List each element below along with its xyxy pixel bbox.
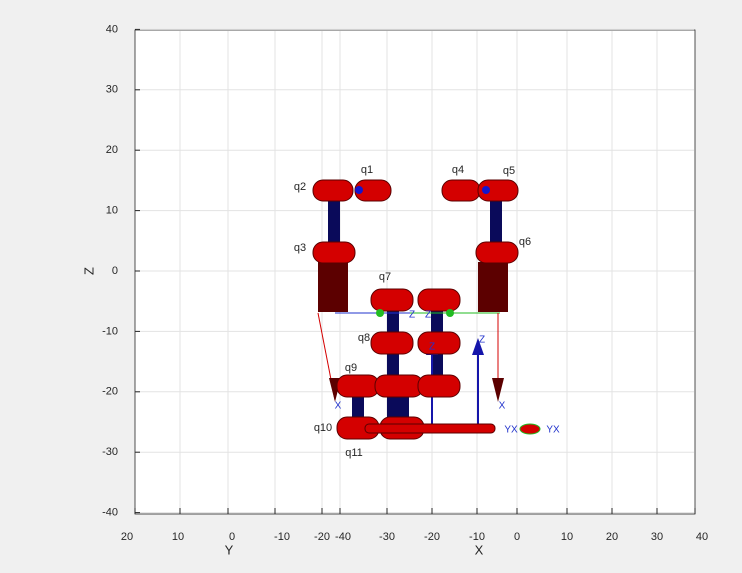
joint-label: q3: [294, 242, 306, 254]
joint-label: q9: [345, 362, 357, 374]
link: [478, 262, 508, 312]
joint-cylinder: [418, 375, 460, 397]
bottom-tick-label: 30: [651, 531, 663, 543]
joint-label: q1: [361, 164, 373, 176]
frame-label: YX: [504, 425, 518, 436]
joint-label: q4: [452, 164, 464, 176]
joint-label: q5: [503, 165, 515, 177]
end-effector: [520, 424, 540, 434]
joint-cylinder: [442, 180, 480, 201]
figure: 40 30 20 10 0 -10 -20 -30 -40 Z 20 10 0 -10 -20 -40 -30 -…: [0, 0, 742, 573]
z-tick-label: 10: [106, 205, 118, 217]
x-axis-label: X: [475, 542, 484, 557]
frame-label: Z: [429, 342, 435, 353]
bottom-tick-label: -10: [469, 531, 485, 543]
z-tick-label: -10: [102, 325, 118, 337]
y-axis-label: Y: [225, 542, 234, 557]
joint-label: q6: [519, 236, 531, 248]
bottom-tick-label: 0: [514, 531, 520, 543]
z-tick-label: -40: [102, 507, 118, 519]
bottom-tick-label: 0: [229, 531, 235, 543]
frame-label: YX: [546, 425, 560, 436]
bottom-tick-label: -30: [379, 531, 395, 543]
frame-label: X: [335, 401, 342, 412]
joint-cylinder: [418, 332, 460, 354]
frame-label: Z: [425, 310, 431, 321]
joint-cylinder: [337, 375, 379, 397]
bottom-tick-label: 10: [561, 531, 573, 543]
bottom-tick-label: -20: [314, 531, 330, 543]
link: [318, 262, 348, 312]
z-tick-label: 40: [106, 23, 118, 35]
joint-cylinder: [371, 289, 413, 311]
z-tick-label: -20: [102, 386, 118, 398]
bottom-tick-label: -10: [274, 531, 290, 543]
joint-label: q11: [345, 447, 363, 459]
frame-label: Z: [479, 335, 485, 346]
z-tick-label: 30: [106, 84, 118, 96]
z-tick-label: 20: [106, 144, 118, 156]
joint-cylinder: [313, 242, 355, 263]
link: [490, 200, 502, 242]
bottom-tick-label: 40: [696, 531, 708, 543]
bottom-tick-label: -40: [335, 531, 351, 543]
joint-point: [355, 186, 363, 194]
joint-cylinder: [365, 424, 495, 433]
joint-label: q2: [294, 181, 306, 193]
z-tick-label: -30: [102, 446, 118, 458]
joint-cylinder: [313, 180, 353, 201]
z-tick-label: 0: [112, 265, 118, 277]
joint-point: [376, 309, 384, 317]
link: [328, 200, 340, 242]
bottom-tick-label: 20: [121, 531, 133, 543]
joint-label: q7: [379, 271, 391, 283]
bottom-tick-label: -20: [424, 531, 440, 543]
joint-point: [446, 309, 454, 317]
joint-point: [482, 186, 490, 194]
z-axis-label: Z: [81, 267, 96, 275]
joint-label: q10: [314, 422, 332, 434]
joint-cylinder: [371, 332, 413, 354]
frame-label: X: [499, 401, 506, 412]
bottom-tick-label: 10: [172, 531, 184, 543]
joint-cylinder: [476, 242, 518, 263]
axes-box: [135, 30, 695, 514]
frame-label: Z: [409, 310, 415, 321]
joint-cylinder: [418, 289, 460, 311]
bottom-tick-label: 20: [606, 531, 618, 543]
joint-label: q8: [358, 332, 370, 344]
joint-cylinder: [375, 375, 423, 397]
